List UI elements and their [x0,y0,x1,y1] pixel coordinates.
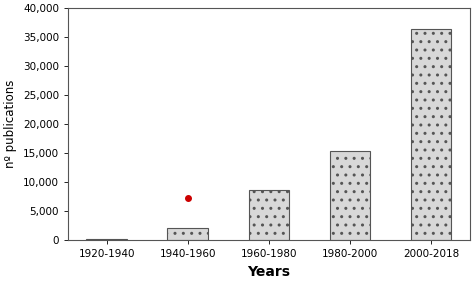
Bar [86,239,127,240]
Y-axis label: nº publications: nº publications [4,80,18,168]
Bar [330,151,370,240]
Bar [167,228,208,240]
Bar [248,190,289,240]
X-axis label: Years: Years [247,265,291,278]
Bar [411,29,451,240]
